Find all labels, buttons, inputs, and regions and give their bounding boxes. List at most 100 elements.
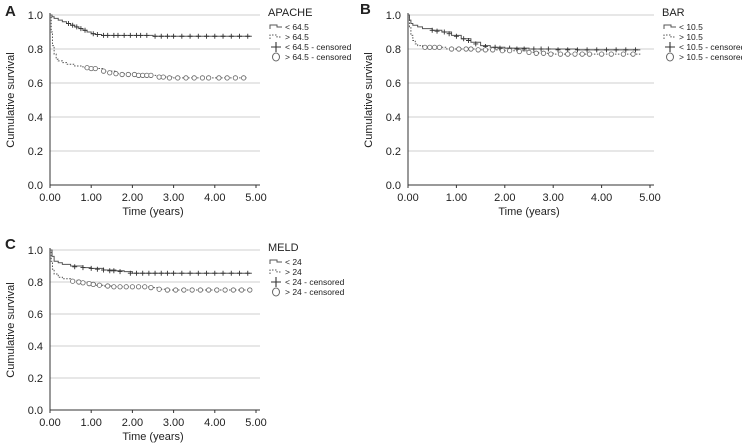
legend-entry-label: < 64.5 - censored: [285, 42, 352, 52]
legend-swatch-circle: [272, 52, 280, 62]
legend-entry-label: > 10.5: [679, 32, 703, 42]
censored-circle-point: [113, 71, 119, 77]
x-tick-label: 4.00: [591, 192, 612, 204]
legend-swatch-line: [269, 269, 282, 274]
censored-circle-point: [90, 281, 96, 287]
censored-circle-point: [135, 284, 142, 290]
censored-circle-point: [156, 286, 162, 292]
censored-circle-point: [598, 51, 605, 57]
censored-plus-point: [429, 27, 435, 33]
censored-circle-point: [241, 75, 247, 81]
panel-label: C: [5, 236, 16, 253]
legend: BAR < 10.5> 10.5< 10.5 - censored> 10.5 -…: [662, 7, 742, 62]
censored-plus-point: [78, 26, 84, 32]
censored-circle-point: [197, 287, 203, 293]
censored-circle-point: [432, 44, 438, 50]
censored-plus-point: [538, 46, 544, 52]
censored-circle-point: [533, 50, 539, 56]
censored-plus-point: [127, 270, 133, 276]
censored-circle-point: [490, 47, 496, 53]
censored-circle-point: [86, 280, 92, 287]
censored-plus-point: [220, 33, 226, 39]
legend-swatch-plus: [665, 42, 675, 52]
censored-plus-point: [237, 33, 243, 39]
x-axis-label: Time (years): [122, 206, 183, 218]
legend-swatch-line: [663, 34, 676, 39]
legend-entry-label: < 24 - censored: [285, 277, 345, 287]
censored-plus-point: [127, 32, 133, 38]
censored-plus-point: [74, 24, 80, 30]
censored-plus-point: [613, 47, 619, 53]
censored-circle-point: [164, 287, 171, 293]
censored-circle-point: [456, 46, 462, 52]
censored-circle-point: [620, 51, 626, 57]
y-tick-label: 0.8: [28, 44, 43, 56]
censored-circle-point: [105, 283, 111, 289]
legend-entry-label: > 24: [285, 267, 302, 277]
legend-entry-label: < 10.5: [679, 22, 703, 32]
x-tick-label: 1.00: [446, 192, 467, 204]
censored-plus-point: [473, 41, 479, 47]
censored-plus-point: [117, 269, 123, 275]
x-tick-label: 1.00: [80, 417, 101, 429]
y-tick-label: 0.2: [28, 373, 43, 385]
censored-plus-point: [204, 270, 210, 276]
gridlines: [50, 14, 260, 152]
censored-circle-point: [214, 287, 220, 293]
y-tick-label: 0.4: [28, 341, 43, 353]
gridlines: [408, 14, 654, 152]
legend-swatch-circle: [272, 287, 280, 297]
censored-circle-point: [232, 75, 238, 81]
censored-circle-point: [206, 75, 212, 81]
censored-circle-point: [191, 75, 197, 81]
censored-circle-point: [206, 287, 212, 293]
y-tick-label: 0.0: [386, 180, 401, 192]
censored-plus-point: [584, 47, 590, 53]
censored-circle-point: [123, 284, 129, 290]
censored-circle-point: [80, 280, 86, 286]
y-tick-label: 0.4: [386, 112, 401, 124]
censored-plus-point: [441, 29, 447, 35]
censored-circle-point: [499, 48, 505, 54]
censored-plus-point: [521, 46, 527, 52]
censored-circle-point: [131, 71, 138, 78]
gridlines: [50, 249, 260, 379]
x-tick-label: 0.00: [39, 417, 60, 429]
censored-circle-point: [516, 48, 522, 55]
censored-plus-point: [245, 33, 251, 39]
censored-circle-point: [129, 284, 135, 290]
censored-circle-point: [189, 287, 195, 293]
censored-plus-point: [466, 38, 471, 43]
censored-circle-point: [199, 75, 206, 81]
censored-plus-point: [555, 47, 561, 53]
censored-plus-point: [140, 270, 146, 276]
y-axis-label: Cumulative survival: [5, 282, 17, 377]
censored-circle-point: [230, 287, 236, 293]
censored-circle-point: [540, 50, 547, 56]
censored-circle-point: [84, 65, 90, 71]
censored-circle-point: [468, 46, 474, 52]
censored-circle-point: [166, 75, 173, 81]
y-tick-label: 1.0: [28, 10, 43, 22]
panel-a: A 0.0 0.2 0.4 0.6 0.8 1.0 0.00 1.00 2.00 3.00 4.00 5…: [5, 3, 352, 218]
censored-plus-point: [90, 31, 96, 37]
censored-circle-markers: [422, 44, 636, 57]
censored-circle-point: [463, 46, 469, 52]
censored-plus-point: [594, 47, 600, 53]
censored-circle-point: [427, 44, 433, 50]
censored-circle-point: [422, 44, 428, 50]
censored-circle-point: [142, 284, 148, 290]
legend-swatch-plus: [271, 42, 281, 52]
censored-circle-point: [148, 72, 154, 78]
censored-circle-point: [565, 51, 571, 57]
x-tick-label: 5.00: [245, 417, 266, 429]
censored-plus-point: [632, 47, 638, 53]
censored-circle-point: [526, 49, 532, 56]
censored-circle-markers: [84, 65, 247, 81]
y-tick-label: 0.2: [386, 146, 401, 158]
censored-plus-point: [134, 270, 140, 276]
censored-circle-point: [608, 51, 614, 57]
x-tick-label: 3.00: [542, 192, 563, 204]
legend-entry-label: > 64.5: [285, 32, 309, 42]
